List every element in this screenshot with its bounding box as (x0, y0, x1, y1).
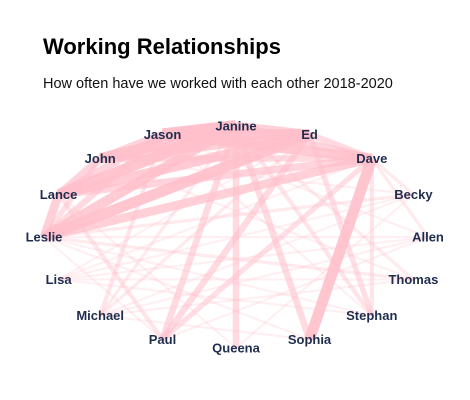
node-label-john: John (85, 151, 116, 166)
node-label-queena: Queena (212, 341, 260, 356)
node-label-michael: Michael (76, 308, 124, 323)
node-label-janine: Janine (215, 119, 256, 134)
node-label-lisa: Lisa (46, 272, 73, 287)
node-label-ed: Ed (301, 127, 318, 142)
edge-queena-becky (236, 195, 413, 349)
node-label-thomas: Thomas (388, 272, 438, 287)
node-label-sophia: Sophia (288, 332, 332, 347)
node-label-jason: Jason (144, 127, 182, 142)
node-label-becky: Becky (394, 187, 433, 202)
node-label-lance: Lance (40, 187, 78, 202)
node-label-leslie: Leslie (26, 230, 63, 245)
node-label-paul: Paul (149, 332, 176, 347)
node-label-allen: Allen (412, 230, 444, 245)
node-label-dave: Dave (356, 151, 387, 166)
node-label-stephan: Stephan (346, 308, 397, 323)
